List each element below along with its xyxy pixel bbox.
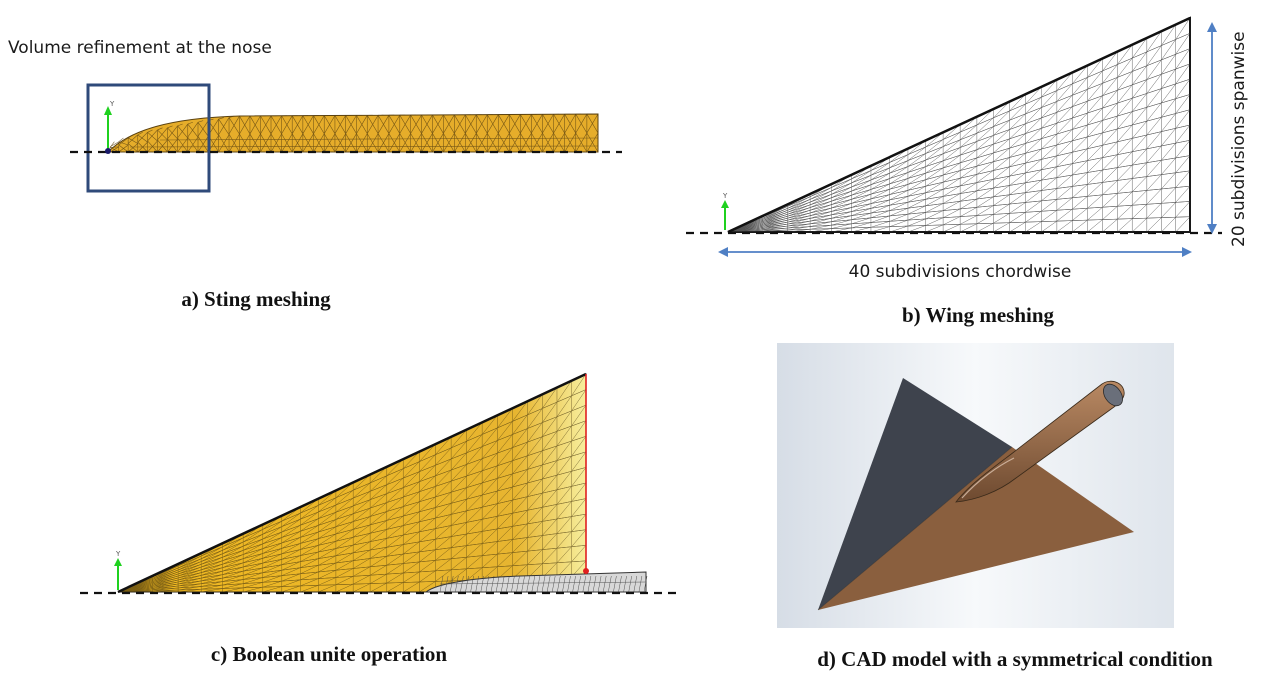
sting-mesh-body <box>106 113 599 153</box>
axis-triad-b: Y <box>721 192 729 230</box>
nose-highlight-box <box>86 83 211 193</box>
caption-a: a) Sting meshing <box>181 287 331 311</box>
panel-a-sting-meshing: Volume refinement at the nose Y a) Sting… <box>8 38 622 311</box>
cad-wing-lower-surface <box>818 447 1134 610</box>
cad-sting-cylinder <box>955 380 1125 503</box>
panel-b-wing-meshing: Y 20 subdivisions spanwise 40 subdivisio… <box>686 16 1249 327</box>
united-sting-lines <box>439 575 648 593</box>
cad-wing-upper-surface <box>818 378 1012 610</box>
y-axis-label-b: Y <box>722 192 728 200</box>
caption-d: d) CAD model with a symmetrical conditio… <box>817 647 1213 671</box>
caption-b: b) Wing meshing <box>902 303 1055 327</box>
united-sting-mesh <box>424 571 647 593</box>
axis-triad-c: Y <box>114 550 122 590</box>
nose-refinement-annotation: Volume refinement at the nose <box>8 38 272 58</box>
chordwise-label: 40 subdivisions chordwise <box>849 262 1072 282</box>
junction-point <box>583 568 589 574</box>
united-leading-edge <box>117 372 587 594</box>
axis-triad-a: Y <box>104 100 115 154</box>
panel-c-boolean-unite: Y c) Boolean unite operation <box>80 372 676 666</box>
panel-d-cad-model: d) CAD model with a symmetrical conditio… <box>777 343 1213 671</box>
wing-leading-edge <box>727 16 1191 234</box>
caption-c: c) Boolean unite operation <box>211 642 448 666</box>
spanwise-label: 20 subdivisions spanwise <box>1229 31 1249 247</box>
y-axis-label-a: Y <box>109 100 115 108</box>
y-axis-label-c: Y <box>115 550 121 558</box>
cad-sting-end-cap <box>1103 383 1123 407</box>
